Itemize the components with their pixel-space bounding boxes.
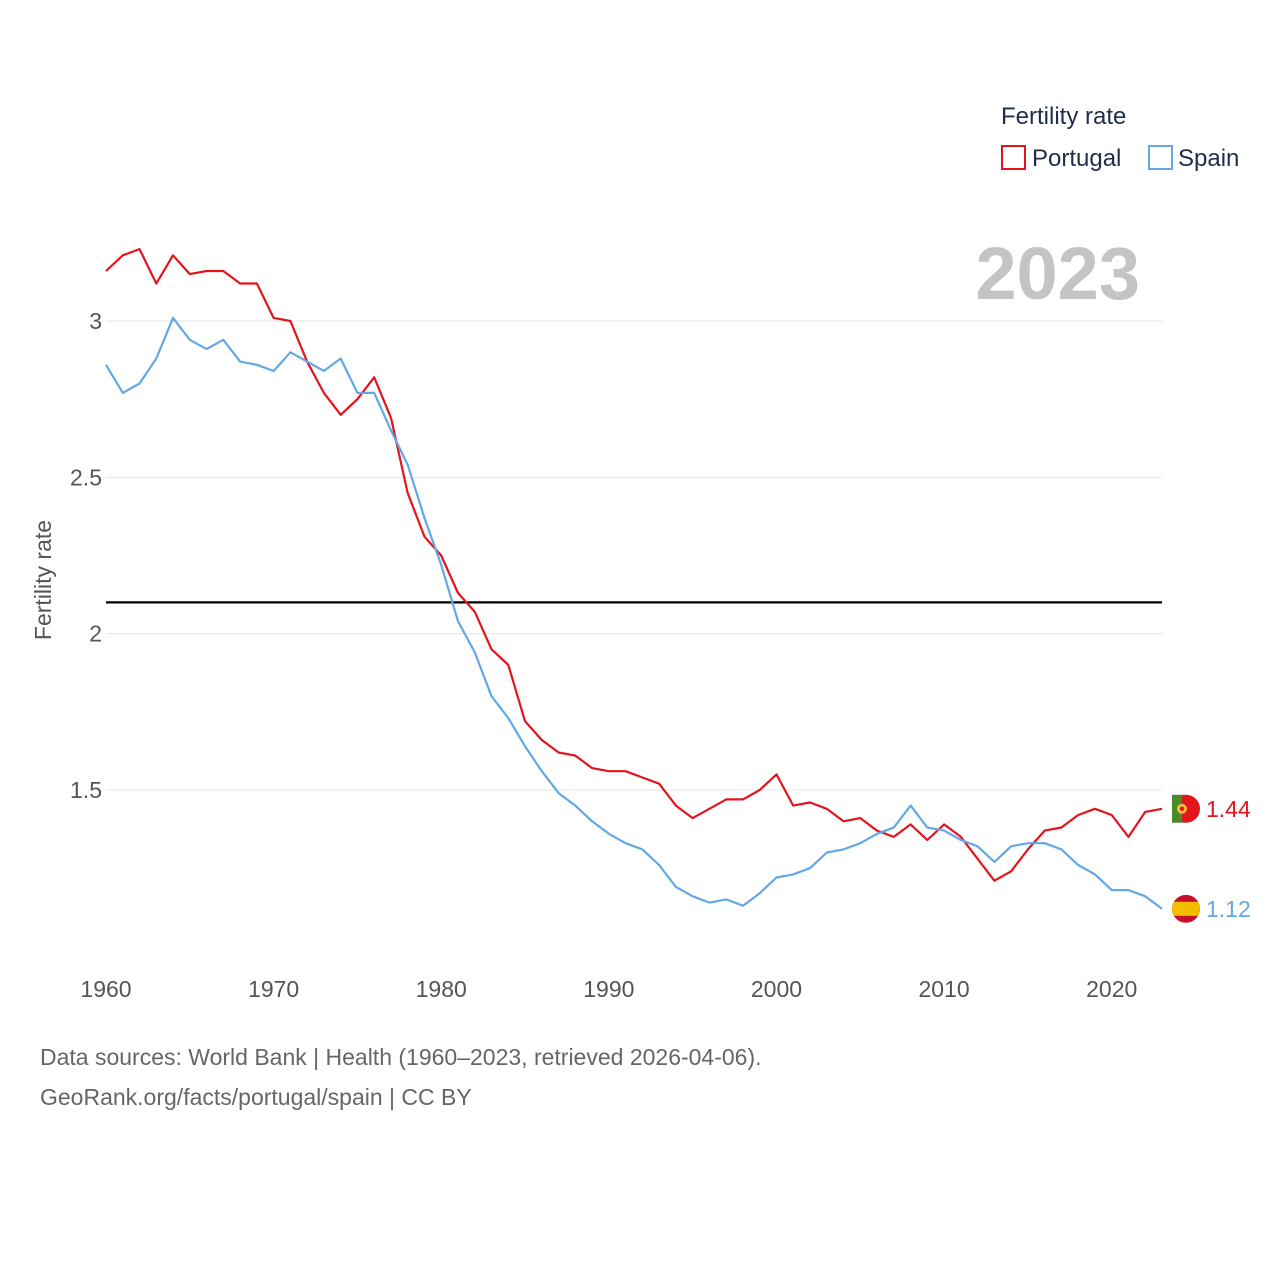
legend-swatch-portugal[interactable] [1001,145,1026,170]
portugal-flag-icon [1172,794,1200,823]
x-tick-label: 2020 [1086,976,1137,1002]
legend: Fertility rate Portugal Spain [1001,103,1239,172]
x-tick-label: 1970 [248,976,299,1002]
y-tick-label: 2.5 [70,464,102,490]
spain-flag-body [1172,894,1200,923]
legend-title: Fertility rate [1001,103,1126,130]
end-label-portugal: 1.44 [1206,796,1251,822]
legend-label-spain[interactable]: Spain [1178,145,1239,172]
y-axis-ticks: 1.5 2 2.5 3 [70,308,102,803]
end-markers: 1.44 1.12 [1172,794,1251,923]
grid-lines [106,320,1162,791]
x-tick-label: 1990 [583,976,634,1002]
x-tick-label: 2000 [751,976,802,1002]
source-line-2[interactable]: GeoRank.org/facts/portugal/spain | CC BY [40,1084,472,1110]
end-label-spain: 1.12 [1206,896,1251,922]
series-lines [105,248,1163,910]
spain-flag-yellow [1172,901,1200,916]
x-tick-label: 1980 [416,976,467,1002]
portugal-flag-emblem-center [1179,806,1185,811]
x-axis-ticks: 1960 1970 1980 1990 2000 2010 2020 [80,976,1137,1002]
legend-label-portugal[interactable]: Portugal [1032,145,1121,172]
y-axis-title: Fertility rate [30,520,56,640]
series-line-portugal [105,248,1163,882]
year-label: 2023 [975,232,1140,315]
series-line-spain [105,316,1163,910]
legend-swatch-spain[interactable] [1148,145,1173,170]
source-line-1: Data sources: World Bank | Health (1960–… [40,1044,762,1070]
y-tick-label: 1.5 [70,777,102,803]
spain-flag-icon [1172,894,1200,923]
x-tick-label: 1960 [80,976,131,1002]
x-tick-label: 2010 [919,976,970,1002]
y-tick-label: 3 [89,308,102,334]
y-tick-label: 2 [89,621,102,647]
